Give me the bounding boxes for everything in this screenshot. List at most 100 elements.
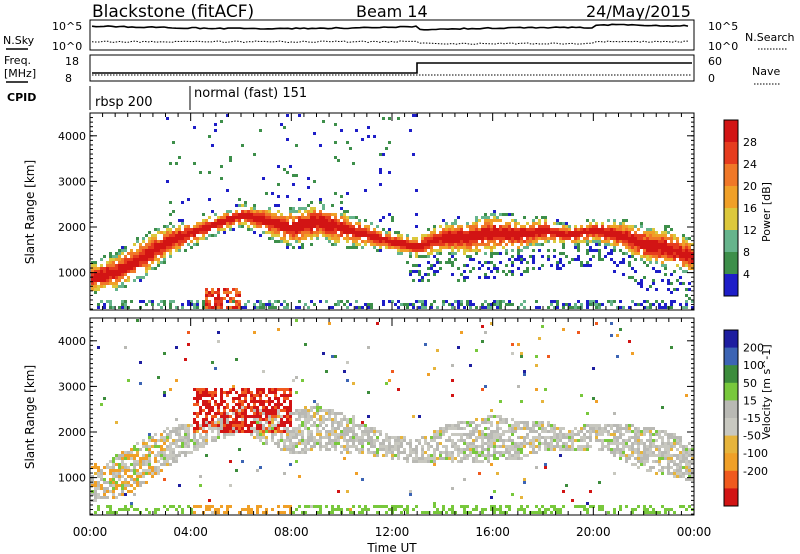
velocity-cell bbox=[655, 439, 658, 442]
velocity-cell bbox=[277, 406, 280, 409]
velocity-cell bbox=[598, 427, 601, 430]
power-cell bbox=[103, 270, 106, 273]
power-cell bbox=[271, 192, 274, 195]
velocity-cell bbox=[229, 424, 232, 427]
power-cell bbox=[172, 141, 175, 144]
velocity-cell bbox=[100, 469, 103, 472]
velocity-cell bbox=[565, 484, 568, 487]
velocity-cell bbox=[289, 421, 292, 424]
power-cell bbox=[307, 231, 310, 234]
power-cell bbox=[364, 228, 367, 231]
velocity-cell bbox=[199, 397, 202, 400]
power-cell bbox=[202, 237, 205, 240]
power-cell bbox=[352, 237, 355, 240]
power-cell bbox=[493, 252, 496, 255]
velocity-cell bbox=[580, 394, 583, 397]
power-cell bbox=[664, 243, 667, 246]
velocity-cell bbox=[676, 466, 679, 469]
velocity-cell bbox=[514, 427, 517, 430]
velocity-cell bbox=[667, 451, 670, 454]
power-cell bbox=[487, 231, 490, 234]
power-cell bbox=[97, 276, 100, 279]
velocity-cell bbox=[403, 508, 406, 511]
velocity-cell bbox=[520, 505, 523, 508]
power-cell bbox=[160, 255, 163, 258]
power-cell bbox=[619, 222, 622, 225]
power-cell bbox=[244, 204, 247, 207]
power-cell bbox=[637, 303, 640, 306]
velocity-cell bbox=[199, 412, 202, 415]
power-cell bbox=[157, 258, 160, 261]
power-cell bbox=[616, 225, 619, 228]
power-cell bbox=[337, 222, 340, 225]
velocity-cell bbox=[397, 505, 400, 508]
power-cell bbox=[478, 228, 481, 231]
power-cell bbox=[511, 219, 514, 222]
velocity-cell bbox=[688, 475, 691, 478]
power-cell bbox=[109, 303, 112, 306]
velocity-cell bbox=[394, 439, 397, 442]
velocity-cell bbox=[205, 454, 208, 457]
power-cell bbox=[532, 237, 535, 240]
velocity-cell bbox=[109, 490, 112, 493]
velocity-cell bbox=[505, 451, 508, 454]
velocity-cell bbox=[655, 472, 658, 475]
power-cell bbox=[154, 249, 157, 252]
power-cell bbox=[298, 231, 301, 234]
power-cell bbox=[649, 228, 652, 231]
velocity-cell bbox=[184, 427, 187, 430]
power-cell bbox=[238, 216, 241, 219]
power-cell bbox=[154, 252, 157, 255]
power-cell bbox=[226, 294, 229, 297]
power-cell bbox=[157, 240, 160, 243]
velocity-cell bbox=[622, 448, 625, 451]
velocity-cell bbox=[268, 409, 271, 412]
power-cell bbox=[367, 228, 370, 231]
velocity-cell bbox=[400, 505, 403, 508]
power-cell bbox=[628, 261, 631, 264]
power-cell bbox=[625, 228, 628, 231]
velocity-cell bbox=[559, 448, 562, 451]
power-cell bbox=[466, 249, 469, 252]
velocity-cell bbox=[349, 418, 352, 421]
velocity-cell bbox=[619, 508, 622, 511]
power-cell bbox=[604, 255, 607, 258]
power-cell bbox=[577, 255, 580, 258]
power-cell bbox=[622, 225, 625, 228]
velocity-cell bbox=[133, 472, 136, 475]
velocity-cell bbox=[481, 448, 484, 451]
velocity-cell bbox=[172, 427, 175, 430]
power-cell bbox=[187, 198, 190, 201]
velocity-cell bbox=[487, 448, 490, 451]
velocity-cell bbox=[124, 481, 127, 484]
power-cell bbox=[598, 303, 601, 306]
power-cell bbox=[106, 267, 109, 270]
velocity-cell bbox=[541, 442, 544, 445]
velocity-cell bbox=[223, 409, 226, 412]
power-cell bbox=[103, 282, 106, 285]
power-cell bbox=[232, 222, 235, 225]
velocity-cell bbox=[535, 364, 538, 367]
velocity-cell bbox=[331, 424, 334, 427]
velocity-cell bbox=[382, 505, 385, 508]
power-cell bbox=[220, 225, 223, 228]
power-cell bbox=[601, 231, 604, 234]
velocity-cell bbox=[277, 430, 280, 433]
velocity-cell bbox=[670, 448, 673, 451]
velocity-cell bbox=[214, 427, 217, 430]
power-cell bbox=[151, 243, 154, 246]
velocity-cell bbox=[346, 508, 349, 511]
power-cell bbox=[685, 246, 688, 249]
power-cell bbox=[103, 303, 106, 306]
power-cell bbox=[673, 255, 676, 258]
velocity-cell bbox=[214, 421, 217, 424]
power-cell bbox=[238, 306, 241, 309]
velocity-cell bbox=[136, 478, 139, 481]
power-cell bbox=[118, 261, 121, 264]
velocity-cell bbox=[502, 418, 505, 421]
power-cell bbox=[457, 300, 460, 303]
power-cell bbox=[211, 222, 214, 225]
velocity-cell bbox=[571, 499, 574, 502]
velocity-cell bbox=[655, 433, 658, 436]
power-cell bbox=[406, 237, 409, 240]
